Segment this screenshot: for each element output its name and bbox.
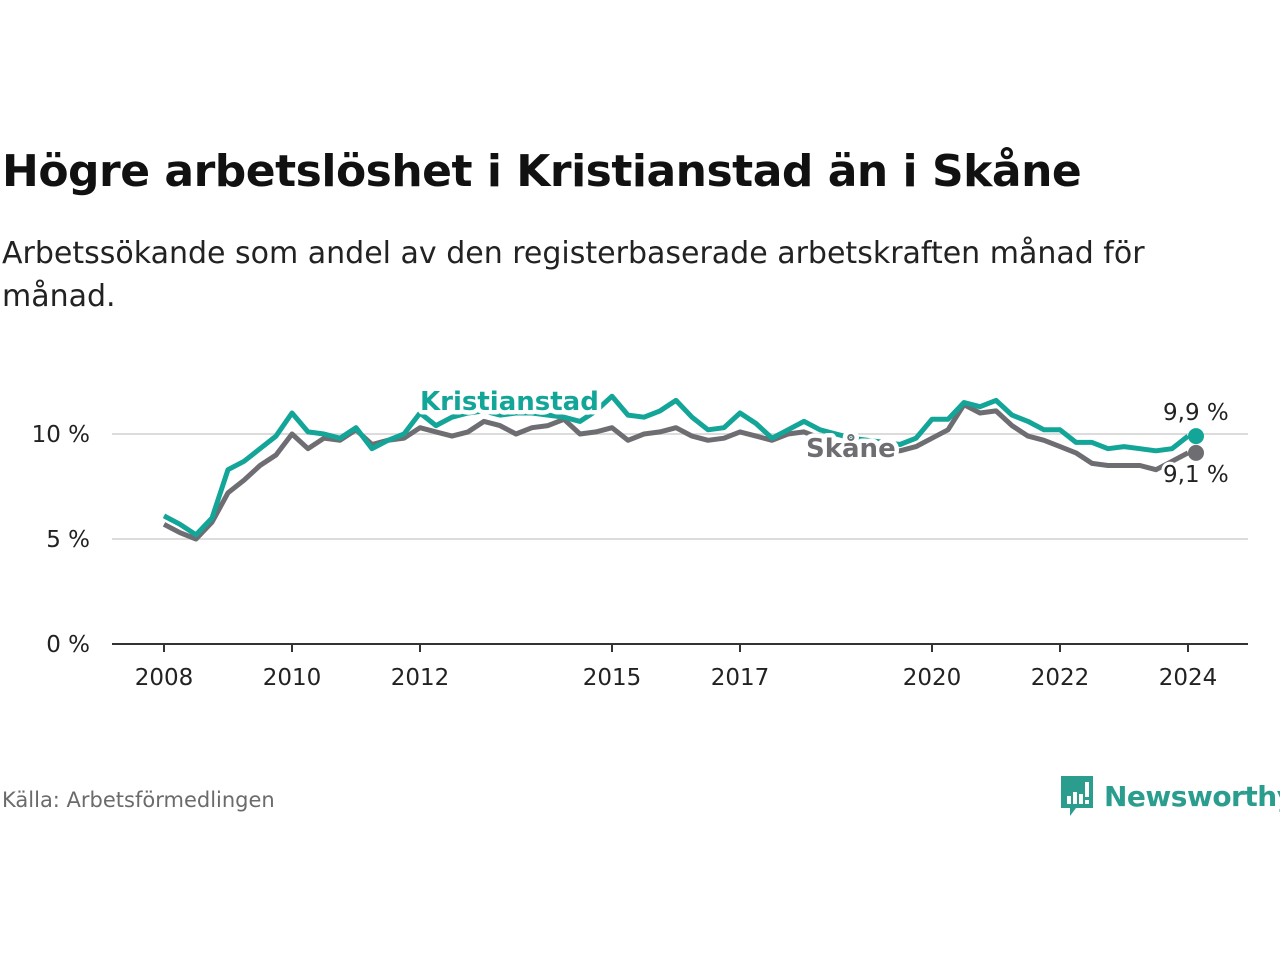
source-note: Källa: Arbetsförmedlingen: [2, 788, 275, 812]
x-axis-ticks: 2008 2010 2012 2015 2017 2020 2022 2024: [135, 644, 1218, 691]
x-tick-label: 2022: [1031, 665, 1090, 691]
x-tick-label: 2010: [263, 665, 322, 691]
y-tick-label: 5 %: [46, 527, 90, 553]
end-point-skåne: [1188, 444, 1204, 461]
newsworthy-logo[interactable]: Newsworthy: [1058, 774, 1280, 818]
newsworthy-logo-text: Newsworthy: [1104, 779, 1280, 813]
x-tick-label: 2024: [1159, 665, 1218, 691]
series-label-kristianstad: Kristianstad: [420, 387, 599, 417]
y-axis-ticks: 0 % 5 % 10 %: [32, 422, 90, 658]
x-tick-label: 2008: [135, 665, 194, 691]
series-line-skåne: [162, 402, 1190, 542]
y-tick-label: 0 %: [46, 632, 90, 658]
y-tick-label: 10 %: [32, 422, 90, 448]
newsworthy-logo-icon: [1061, 776, 1093, 816]
series-labels: Kristianstad Skåne 9,9 % 9,1 %: [416, 383, 1232, 492]
end-point-kristianstad: [1188, 428, 1204, 445]
gridlines: [112, 433, 1248, 540]
x-tick-label: 2017: [711, 665, 770, 691]
x-tick-label: 2020: [903, 665, 962, 691]
x-tick-label: 2015: [583, 665, 642, 691]
series-line-kristianstad: [162, 393, 1190, 538]
chart-subtitle: Arbetssökande som andel av den registerb…: [2, 236, 1145, 314]
end-value-label: 9,1 %: [1163, 462, 1229, 488]
series-lines: [162, 393, 1190, 542]
series-label-skane: Skåne: [806, 432, 896, 464]
x-tick-label: 2012: [391, 665, 450, 691]
chart-title: Högre arbetslöshet i Kristianstad än i S…: [2, 146, 1082, 197]
end-value-label: 9,9 %: [1163, 400, 1229, 426]
